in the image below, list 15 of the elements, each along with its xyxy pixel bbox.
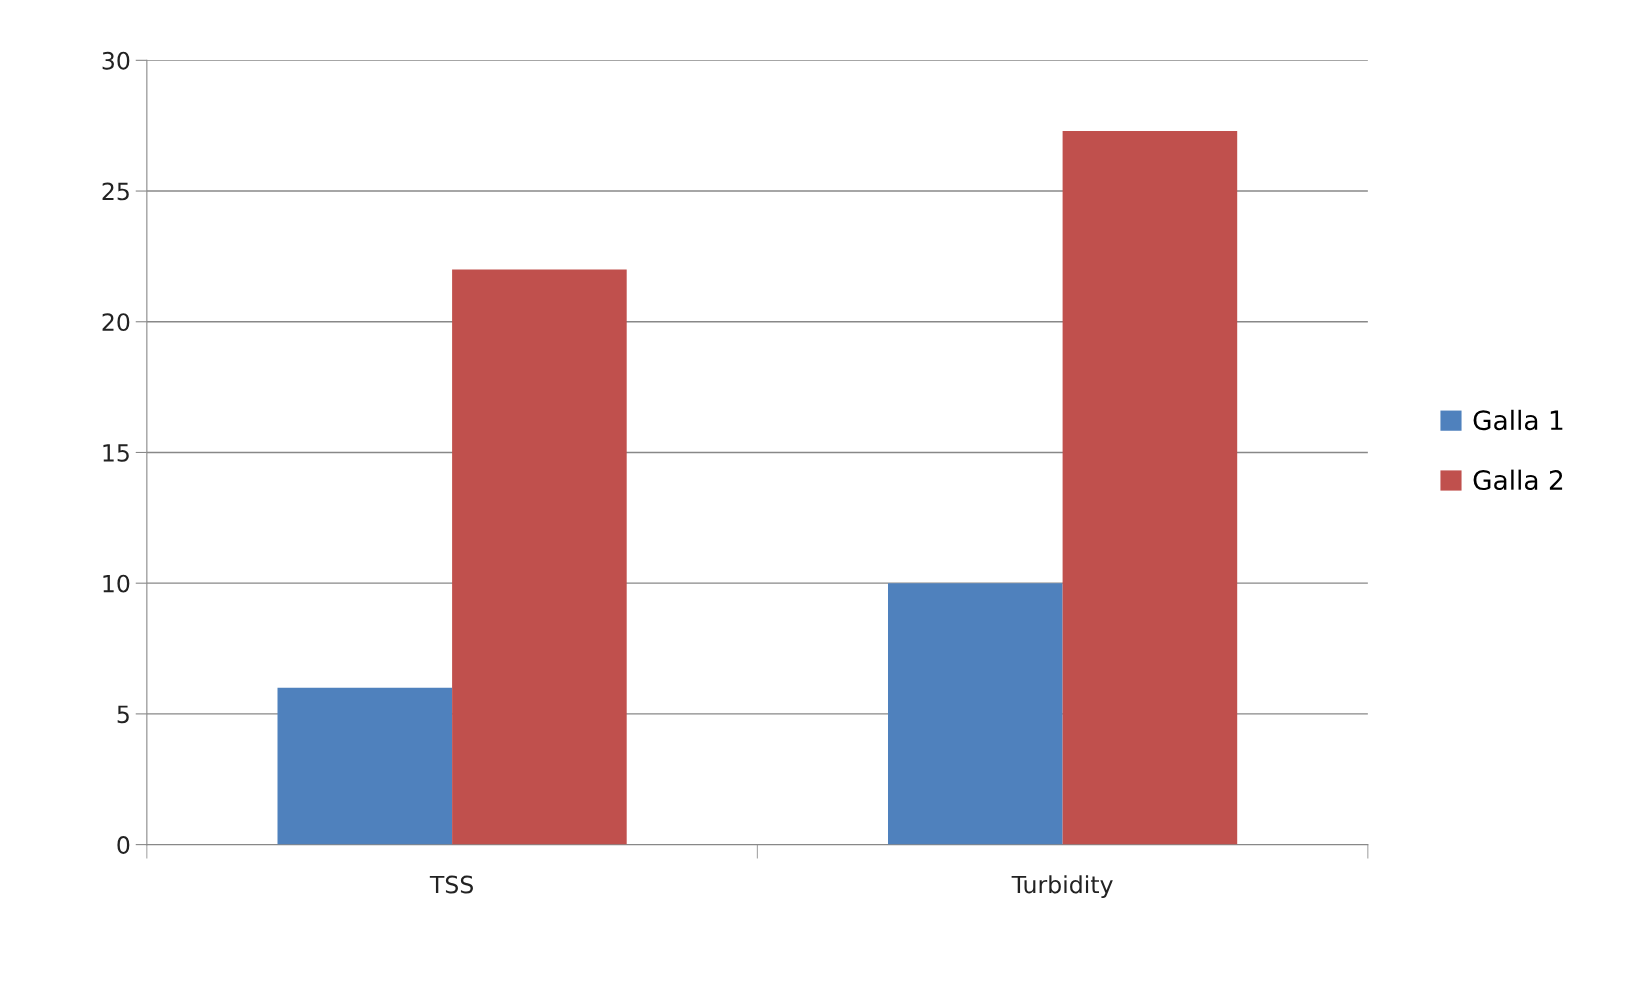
- bar: [1062, 130, 1238, 845]
- x-tick-label: TSS: [429, 875, 473, 894]
- bar: [452, 269, 627, 845]
- y-tick-label: 0: [117, 836, 130, 854]
- y-tick-label: 10: [103, 574, 130, 593]
- bar: [888, 583, 1063, 845]
- y-tick-label: 15: [103, 444, 129, 462]
- y-tick-label: 25: [102, 182, 129, 201]
- legend-label: Galla 1: [1473, 409, 1563, 431]
- y-tick-label: 5: [117, 705, 129, 724]
- legend-label: Galla 2: [1473, 469, 1563, 491]
- y-tick-label: 30: [102, 51, 130, 70]
- y-tick-label: 20: [102, 313, 130, 332]
- x-tick-label: Turbidity: [1011, 875, 1113, 899]
- bar: [277, 687, 453, 845]
